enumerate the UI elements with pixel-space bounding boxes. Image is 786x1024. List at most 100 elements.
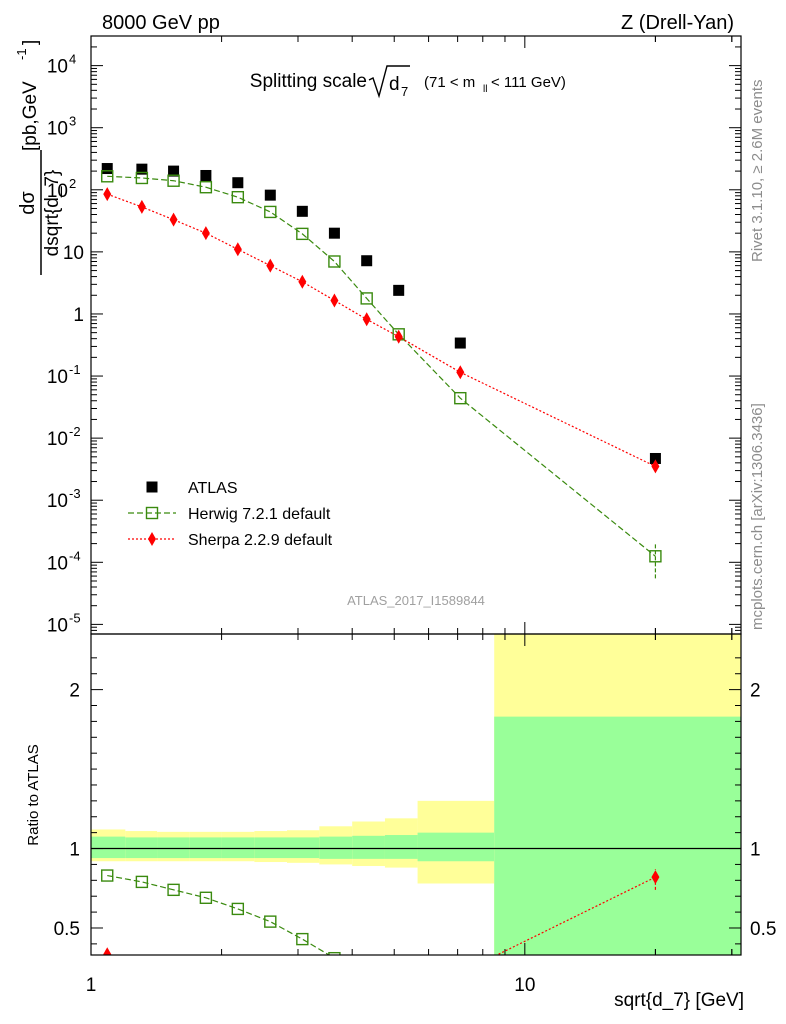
sherpa-point-7 — [330, 293, 339, 308]
band-inner-4 — [221, 837, 255, 859]
legend-label-atlas: ATLAS — [188, 480, 238, 497]
band-inner-3 — [189, 837, 222, 859]
plot-title: Splitting scale d 7 (71 < m ll < 111 GeV… — [250, 65, 566, 99]
ratio-tick-label-right-0.5: 0.5 — [750, 919, 776, 940]
atlas-point-7 — [328, 227, 340, 239]
ratio-ylabel: Ratio to ATLAS — [25, 744, 42, 845]
y-tick-label-exp-100: 2 — [69, 176, 76, 191]
herwig-ratio-point-7 — [328, 951, 341, 955]
x-tick-label-1: 1 — [86, 975, 97, 996]
band-inner-9 — [384, 835, 418, 859]
herwig-ratio-point-1 — [135, 875, 149, 889]
ratio-tick-label-left-2: 2 — [69, 681, 80, 702]
sherpa-point-11 — [651, 459, 660, 474]
y-tick-label-base-1000: 10 — [47, 119, 68, 140]
ratio-tick-label-right-2: 2 — [750, 681, 761, 702]
band-inner-2 — [157, 837, 190, 859]
legend-label-sherpa: Sherpa 2.2.9 default — [188, 532, 333, 549]
band-inner-6 — [286, 837, 320, 859]
herwig-point-2 — [167, 174, 180, 187]
y-tick-label-base-10: 10 — [63, 243, 84, 264]
band-inner-11 — [494, 716, 741, 955]
band-inner-1 — [125, 837, 158, 859]
sherpa-point-5 — [266, 258, 275, 273]
ratio-tick-label-right-1: 1 — [750, 840, 761, 861]
herwig-line — [107, 175, 656, 557]
y-tick-label-base-0.001: 10 — [47, 491, 68, 512]
sherpa-point-3 — [201, 226, 210, 241]
y-tick-label-base-100: 10 — [47, 181, 68, 202]
herwig-point-5 — [264, 205, 277, 219]
herwig-point-1 — [135, 171, 149, 185]
sherpa-point-8 — [362, 312, 371, 327]
band-inner-10 — [417, 832, 495, 862]
legend-label-herwig: Herwig 7.2.1 default — [188, 506, 331, 523]
herwig-ratio-point-0 — [101, 869, 114, 882]
x-axis-label: sqrt{d_7} [GeV] — [614, 990, 744, 1011]
analysis-id: ATLAS_2017_I1589844 — [347, 593, 485, 608]
sherpa-point-1 — [137, 199, 146, 214]
ylabel-numerator: dσ — [17, 191, 39, 215]
sherpa-point-2 — [169, 212, 178, 227]
ylabel-units-sup: -1 — [14, 48, 29, 60]
herwig-point-8 — [360, 292, 373, 305]
sherpa-point-0 — [103, 187, 112, 202]
sherpa-ratio-point-0 — [103, 947, 112, 955]
legend-marker-atlas — [146, 481, 158, 493]
atlas-point-3 — [200, 169, 212, 181]
y-tick-label-exp-0.001: -3 — [69, 486, 81, 501]
herwig-point-0 — [101, 170, 114, 183]
sherpa-ratio-line — [498, 876, 656, 955]
sherpa-point-9 — [394, 329, 403, 344]
sherpa-line — [107, 193, 656, 467]
herwig-ratio-point-2 — [167, 883, 180, 897]
top-ylabel: dσ dsqrt{d_7} [pb,GeV -1 ] — [14, 40, 63, 275]
atlas-point-6 — [296, 205, 308, 217]
atlas-point-0 — [101, 163, 113, 175]
y-tick-label-base-0.00001: 10 — [47, 615, 68, 636]
atlas-point-2 — [168, 165, 180, 177]
y-tick-label-exp-0.0001: -4 — [69, 548, 81, 563]
title-prefix: Splitting scale — [250, 71, 367, 92]
title-symbol: d — [389, 74, 400, 95]
sherpa-point-10 — [456, 365, 465, 380]
ratio-tick-label-left-0.5: 0.5 — [54, 919, 80, 940]
top-panel-series — [101, 163, 662, 579]
band-inner-5 — [254, 837, 287, 859]
title-cut-sub: ll — [483, 84, 487, 95]
ratio-tick-label-left-1: 1 — [69, 840, 80, 861]
title-symbol-sub: 7 — [401, 84, 408, 99]
atlas-point-9 — [393, 284, 405, 296]
atlas-point-4 — [232, 177, 244, 189]
herwig-point-4 — [231, 190, 245, 204]
ratio-uncertainty-bands — [91, 634, 741, 955]
ylabel-denominator: dsqrt{d_7} — [42, 170, 63, 257]
herwig-ratio-point-6 — [296, 932, 309, 946]
header-right-label: Z (Drell-Yan) — [621, 12, 734, 34]
atlas-point-5 — [264, 189, 276, 201]
header-left-label: 8000 GeV pp — [102, 12, 220, 34]
mcplots-label: mcplots.cern.ch [arXiv:1306.3436] — [749, 403, 766, 630]
ratio-panel-frame — [90, 633, 742, 956]
herwig-ratio-point-4 — [231, 902, 245, 916]
band-inner-0 — [91, 836, 126, 859]
legend-marker-herwig — [145, 506, 159, 520]
sherpa-point-6 — [298, 274, 307, 289]
atlas-point-11 — [649, 452, 661, 464]
band-inner-7 — [319, 836, 353, 859]
y-tick-label-exp-0.1: -1 — [69, 362, 81, 377]
x-tick-label-10: 10 — [514, 975, 535, 996]
ratio-panel-series — [101, 869, 660, 955]
y-tick-label-exp-10000: 4 — [69, 52, 76, 67]
band-inner-8 — [352, 835, 385, 859]
title-cut-post: < 111 GeV) — [491, 74, 566, 91]
herwig-ratio-point-5 — [264, 915, 277, 928]
herwig-point-7 — [328, 255, 341, 268]
y-tick-label-exp-0.00001: -5 — [69, 610, 81, 625]
rivet-label: Rivet 3.1.10, ≥ 2.6M events — [749, 80, 766, 263]
sqrt-sign — [368, 65, 410, 99]
ylabel-units-pre: [pb,GeV — [20, 81, 41, 151]
y-tick-label-base-0.0001: 10 — [47, 553, 68, 574]
